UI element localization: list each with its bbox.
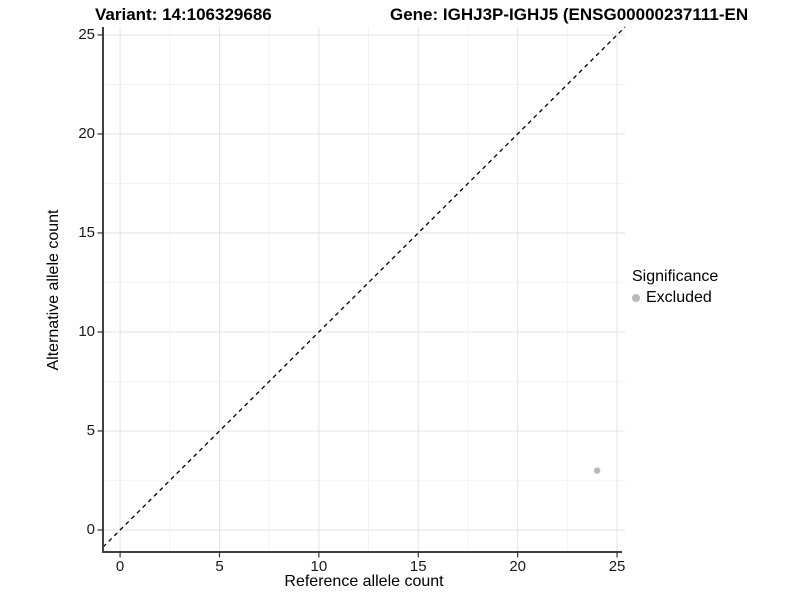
x-tick-label: 5	[215, 558, 224, 575]
x-tick-label: 10	[310, 558, 328, 575]
x-axis-title: Reference allele count	[284, 573, 444, 590]
legend-item: Excluded	[632, 289, 718, 307]
variant-title: Variant: 14:106329686	[95, 5, 272, 24]
x-tick-label: 20	[509, 558, 526, 575]
y-tick-label: 5	[86, 421, 95, 439]
y-axis-title: Alternative allele count	[45, 209, 62, 371]
x-tick-label: 15	[409, 558, 427, 575]
y-tick-label: 20	[78, 124, 95, 142]
legend: Significance Excluded	[632, 268, 718, 307]
gene-title: Gene: IGHJ3P-IGHJ5 (ENSG00000237111-EN	[390, 5, 749, 24]
y-tick-label: 25	[78, 25, 95, 43]
x-tick-label: 0	[115, 558, 125, 575]
y-tick-label: 15	[78, 223, 95, 241]
data-point	[593, 467, 601, 474]
legend-title: Significance	[632, 268, 719, 285]
legend-item-label: Excluded	[646, 289, 712, 306]
legend-items: Excluded	[632, 289, 718, 307]
identity-line	[102, 26, 626, 548]
y-tick-label: 0	[86, 521, 95, 539]
x-tick-label: 25	[608, 558, 626, 575]
legend-point-icon	[632, 294, 640, 302]
y-tick-label: 10	[78, 322, 95, 340]
